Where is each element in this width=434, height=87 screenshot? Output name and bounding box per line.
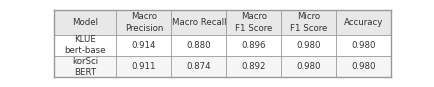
Text: Macro
Precision: Macro Precision (125, 12, 163, 33)
Text: Accuracy: Accuracy (344, 18, 383, 27)
Bar (116, 35, 171, 56)
Bar (54, 35, 116, 56)
Text: 0.911: 0.911 (132, 62, 156, 71)
Bar (336, 10, 391, 35)
Bar (54, 56, 116, 77)
Bar (116, 56, 171, 77)
Bar (281, 35, 336, 56)
Bar (171, 35, 226, 56)
Bar (171, 56, 226, 77)
Text: 0.980: 0.980 (296, 62, 320, 71)
Bar (226, 10, 281, 35)
Bar (336, 35, 391, 56)
Bar (226, 56, 281, 77)
Bar (54, 10, 116, 35)
Text: 0.896: 0.896 (241, 41, 266, 50)
Text: Micro
F1 Score: Micro F1 Score (289, 12, 327, 33)
Bar (226, 35, 281, 56)
Text: 0.892: 0.892 (241, 62, 266, 71)
Bar (171, 10, 226, 35)
Text: 0.874: 0.874 (186, 62, 211, 71)
Text: Macro
F1 Score: Macro F1 Score (235, 12, 272, 33)
Text: 0.980: 0.980 (351, 41, 375, 50)
Text: 0.980: 0.980 (296, 41, 320, 50)
Text: korSci
BERT: korSci BERT (72, 57, 98, 77)
Text: 0.914: 0.914 (132, 41, 156, 50)
Text: 0.880: 0.880 (186, 41, 211, 50)
Bar (116, 10, 171, 35)
Text: Macro Recall: Macro Recall (171, 18, 226, 27)
Bar (281, 10, 336, 35)
Bar (281, 56, 336, 77)
Text: 0.980: 0.980 (351, 62, 375, 71)
Bar (336, 56, 391, 77)
Text: Model: Model (72, 18, 98, 27)
Text: KLUE
bert-base: KLUE bert-base (65, 35, 106, 55)
